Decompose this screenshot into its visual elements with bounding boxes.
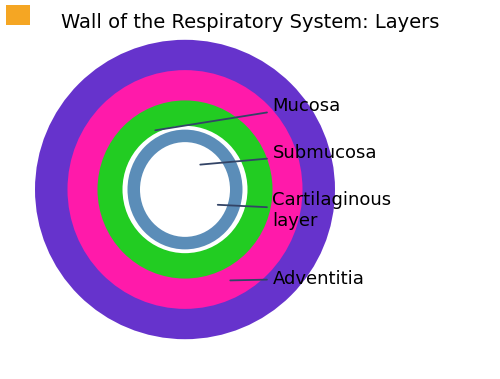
Ellipse shape [35, 40, 335, 339]
Ellipse shape [98, 100, 272, 279]
Ellipse shape [128, 130, 242, 249]
Text: Wall of the Respiratory System: Layers: Wall of the Respiratory System: Layers [61, 13, 439, 32]
Text: Mucosa: Mucosa [155, 97, 340, 130]
Text: Submucosa: Submucosa [200, 144, 377, 164]
Text: Adventitia: Adventitia [230, 269, 364, 288]
Text: Cartilaginous
layer: Cartilaginous layer [218, 191, 392, 230]
Ellipse shape [68, 70, 302, 309]
Ellipse shape [140, 142, 230, 237]
Ellipse shape [122, 126, 248, 253]
